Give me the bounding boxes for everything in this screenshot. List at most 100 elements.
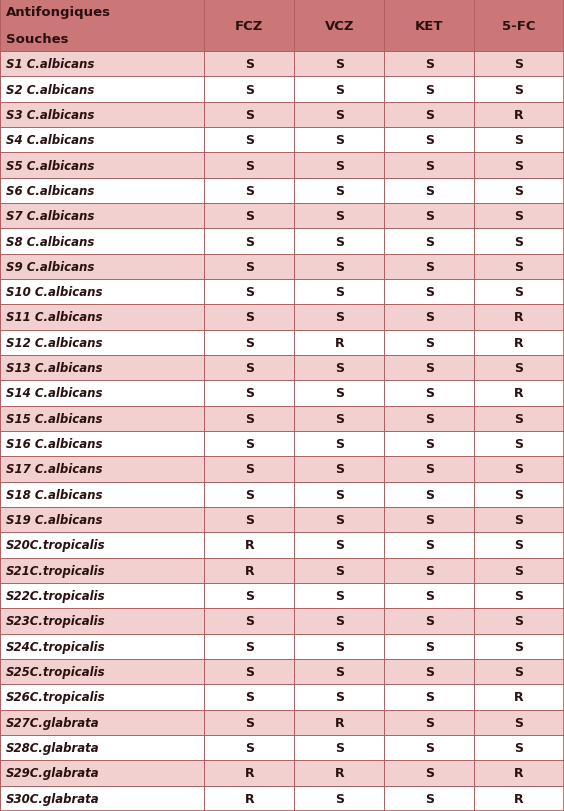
Text: S: S (514, 640, 523, 653)
Text: S: S (245, 185, 254, 198)
Bar (294, 153, 384, 178)
Text: S: S (514, 235, 523, 248)
Bar (384, 102, 474, 128)
Text: S: S (334, 58, 343, 71)
Bar (384, 178, 474, 204)
Bar (294, 330, 384, 355)
Bar (384, 583, 474, 608)
Text: S11 C.albicans: S11 C.albicans (6, 311, 103, 324)
Bar (474, 77, 564, 102)
Bar (474, 533, 564, 558)
Text: S: S (514, 438, 523, 451)
Text: S: S (425, 792, 434, 805)
Text: S: S (334, 387, 343, 400)
Bar (474, 659, 564, 684)
Text: S19 C.albicans: S19 C.albicans (6, 513, 103, 526)
Bar (294, 102, 384, 128)
Text: S: S (245, 463, 254, 476)
Text: S22C.tropicalis: S22C.tropicalis (6, 590, 105, 603)
Bar (474, 735, 564, 761)
Text: S: S (425, 691, 434, 704)
Bar (204, 735, 294, 761)
Text: S: S (425, 58, 434, 71)
Text: S: S (334, 665, 343, 678)
Bar (204, 533, 294, 558)
Bar (294, 482, 384, 508)
Text: S: S (334, 109, 343, 122)
Bar (474, 634, 564, 659)
Bar (384, 330, 474, 355)
Bar (474, 355, 564, 381)
Bar (204, 77, 294, 102)
Bar (0, 761, 204, 786)
Text: S: S (425, 463, 434, 476)
Bar (384, 355, 474, 381)
Bar (474, 305, 564, 330)
Bar (204, 229, 294, 255)
Bar (0, 305, 204, 330)
Bar (0, 533, 204, 558)
Text: S27C.glabrata: S27C.glabrata (6, 716, 100, 729)
Bar (384, 634, 474, 659)
Text: R: R (514, 766, 524, 779)
Bar (0, 710, 204, 735)
Bar (384, 0, 474, 52)
Text: S: S (245, 438, 254, 451)
Bar (294, 0, 384, 52)
Text: S: S (334, 412, 343, 425)
Bar (294, 128, 384, 153)
Text: S: S (245, 615, 254, 628)
Bar (204, 710, 294, 735)
Bar (0, 153, 204, 178)
Bar (0, 583, 204, 608)
Text: S: S (514, 58, 523, 71)
Bar (294, 659, 384, 684)
Text: R: R (334, 766, 344, 779)
Text: S10 C.albicans: S10 C.albicans (6, 285, 103, 298)
Text: S: S (334, 792, 343, 805)
Text: S5 C.albicans: S5 C.albicans (6, 159, 94, 172)
Text: S: S (514, 741, 523, 754)
Bar (0, 634, 204, 659)
Bar (474, 204, 564, 229)
Bar (474, 178, 564, 204)
Bar (294, 355, 384, 381)
Text: Souches: Souches (6, 33, 68, 46)
Bar (204, 761, 294, 786)
Bar (204, 431, 294, 457)
Bar (294, 431, 384, 457)
Bar (384, 533, 474, 558)
Bar (474, 786, 564, 811)
Text: S: S (245, 691, 254, 704)
Bar (204, 0, 294, 52)
Text: S: S (245, 362, 254, 375)
Text: S: S (425, 260, 434, 273)
Bar (204, 355, 294, 381)
Text: S29C.glabrata: S29C.glabrata (6, 766, 100, 779)
Text: S: S (245, 741, 254, 754)
Bar (204, 102, 294, 128)
Text: S: S (514, 665, 523, 678)
Bar (384, 608, 474, 634)
Bar (204, 178, 294, 204)
Text: S: S (334, 134, 343, 147)
Text: S: S (245, 285, 254, 298)
Bar (294, 710, 384, 735)
Text: S17 C.albicans: S17 C.albicans (6, 463, 103, 476)
Bar (384, 786, 474, 811)
Text: S: S (514, 285, 523, 298)
Text: S8 C.albicans: S8 C.albicans (6, 235, 94, 248)
Bar (474, 761, 564, 786)
Text: S: S (425, 766, 434, 779)
Bar (0, 406, 204, 431)
Text: S: S (425, 84, 434, 97)
Text: S: S (425, 185, 434, 198)
Bar (294, 634, 384, 659)
Text: R: R (514, 311, 524, 324)
Bar (474, 583, 564, 608)
Text: S14 C.albicans: S14 C.albicans (6, 387, 103, 400)
Text: S16 C.albicans: S16 C.albicans (6, 438, 103, 451)
Text: S: S (425, 285, 434, 298)
Text: S26C.tropicalis: S26C.tropicalis (6, 691, 105, 704)
Bar (474, 128, 564, 153)
